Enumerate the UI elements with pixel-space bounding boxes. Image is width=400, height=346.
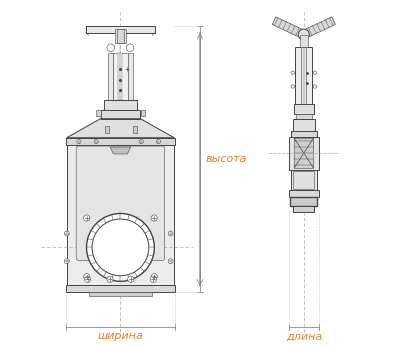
- Bar: [117, 29, 124, 43]
- Polygon shape: [110, 147, 131, 154]
- Bar: [104, 100, 137, 110]
- Polygon shape: [67, 119, 174, 138]
- FancyBboxPatch shape: [76, 146, 165, 261]
- Bar: [66, 138, 175, 145]
- Circle shape: [77, 139, 81, 144]
- Bar: [296, 114, 312, 119]
- Circle shape: [139, 139, 143, 144]
- Circle shape: [64, 231, 69, 236]
- Bar: [289, 190, 318, 197]
- Bar: [292, 119, 315, 131]
- Text: длина: длина: [286, 331, 322, 341]
- Circle shape: [128, 276, 134, 282]
- Bar: [132, 126, 137, 133]
- Bar: [141, 110, 145, 116]
- Bar: [86, 26, 155, 33]
- Bar: [105, 126, 109, 133]
- Circle shape: [313, 85, 317, 88]
- Circle shape: [151, 215, 157, 221]
- Bar: [100, 110, 140, 119]
- Circle shape: [313, 71, 317, 74]
- Bar: [96, 110, 100, 116]
- Polygon shape: [272, 17, 306, 38]
- Polygon shape: [302, 17, 335, 38]
- Bar: [290, 197, 317, 206]
- Bar: [118, 53, 122, 100]
- Circle shape: [92, 219, 149, 276]
- Circle shape: [86, 213, 154, 281]
- Circle shape: [150, 276, 156, 282]
- Bar: [89, 292, 152, 296]
- Bar: [294, 104, 314, 114]
- Circle shape: [84, 215, 90, 221]
- Circle shape: [168, 231, 173, 236]
- Bar: [115, 29, 126, 43]
- Bar: [296, 47, 312, 104]
- Circle shape: [291, 71, 294, 74]
- Circle shape: [94, 139, 98, 144]
- Bar: [291, 170, 317, 190]
- Circle shape: [298, 29, 309, 40]
- Text: высота: высота: [205, 154, 247, 164]
- Circle shape: [168, 259, 173, 264]
- Circle shape: [84, 274, 90, 280]
- Circle shape: [156, 139, 160, 144]
- Circle shape: [64, 259, 69, 264]
- Bar: [300, 35, 308, 47]
- Bar: [289, 137, 318, 170]
- Bar: [291, 131, 317, 137]
- Bar: [294, 171, 314, 189]
- Circle shape: [151, 274, 157, 280]
- Bar: [294, 138, 313, 168]
- Text: ширина: ширина: [98, 331, 143, 341]
- Circle shape: [291, 85, 294, 88]
- Bar: [66, 285, 175, 292]
- Circle shape: [107, 276, 113, 282]
- Bar: [67, 145, 174, 285]
- Bar: [113, 53, 128, 100]
- Bar: [294, 206, 314, 212]
- Circle shape: [126, 44, 134, 52]
- Bar: [108, 53, 113, 100]
- Circle shape: [84, 276, 91, 282]
- Bar: [128, 53, 133, 100]
- Circle shape: [107, 44, 114, 52]
- Bar: [301, 47, 306, 104]
